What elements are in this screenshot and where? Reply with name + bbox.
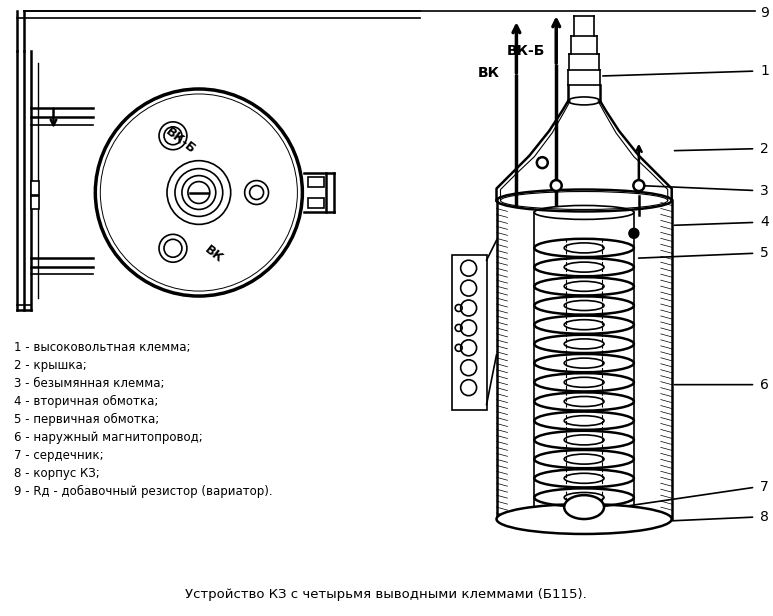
- Text: 9: 9: [761, 6, 769, 20]
- Circle shape: [536, 157, 548, 168]
- Text: 4 - вторичная обмотка;: 4 - вторичная обмотка;: [14, 395, 158, 408]
- Circle shape: [633, 180, 645, 191]
- Bar: [451, 255, 486, 410]
- Ellipse shape: [496, 504, 672, 534]
- Text: 6: 6: [761, 378, 769, 392]
- Ellipse shape: [564, 495, 604, 519]
- Text: 2: 2: [761, 142, 769, 156]
- Text: 7 - сердечник;: 7 - сердечник;: [14, 449, 104, 462]
- Bar: [31, 195, 39, 209]
- Text: 7: 7: [761, 480, 769, 494]
- Text: ВК: ВК: [478, 66, 499, 80]
- Text: 5 - первичная обмотка;: 5 - первичная обмотка;: [14, 413, 159, 426]
- Text: 5: 5: [761, 246, 769, 260]
- Circle shape: [550, 180, 562, 191]
- Ellipse shape: [496, 190, 672, 211]
- Bar: [31, 180, 39, 195]
- Bar: [308, 198, 325, 208]
- Text: 8: 8: [761, 510, 769, 524]
- Text: Устройство КЗ с четырьмя выводными клеммами (Б115).: Устройство КЗ с четырьмя выводными клемм…: [185, 588, 587, 601]
- Text: 1: 1: [761, 64, 769, 78]
- Text: ВК-Б: ВК-Б: [507, 44, 546, 58]
- Text: 3: 3: [761, 184, 769, 198]
- Text: ВК: ВК: [202, 243, 226, 265]
- Text: 8 - корпус КЗ;: 8 - корпус КЗ;: [14, 467, 100, 480]
- Text: 2 - крышка;: 2 - крышка;: [14, 359, 87, 372]
- Text: ВК-Б: ВК-Б: [163, 125, 199, 156]
- Circle shape: [95, 89, 302, 296]
- Text: 9 - Rд - добавочный резистор (вариатор).: 9 - Rд - добавочный резистор (вариатор).: [14, 485, 272, 498]
- Text: 4: 4: [761, 216, 769, 229]
- Text: 6 - наружный магнитопровод;: 6 - наружный магнитопровод;: [14, 431, 203, 444]
- Circle shape: [629, 229, 638, 238]
- Text: 3 - безымянная клемма;: 3 - безымянная клемма;: [14, 377, 164, 390]
- Text: 1 - высоковольтная клемма;: 1 - высоковольтная клемма;: [14, 341, 190, 354]
- Bar: [308, 177, 325, 187]
